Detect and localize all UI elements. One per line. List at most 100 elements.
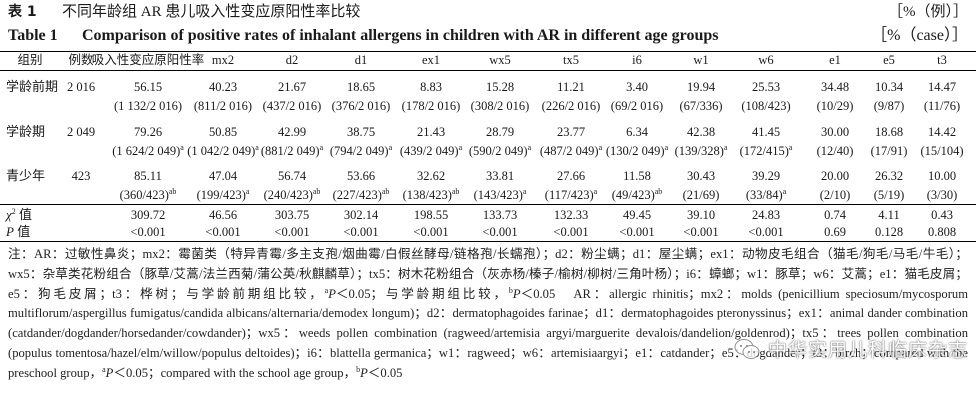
count-text: (226/2 016) — [541, 99, 601, 113]
chi-square-label: χ2 值 — [6, 205, 32, 225]
chi-suffix: 值 — [15, 207, 32, 222]
cell-rate-ex1: 8.83 — [420, 80, 442, 94]
cell-rate-e5: 18.68 — [874, 125, 904, 139]
count-text: (138/423) — [402, 188, 452, 202]
header-overall: 吸入性变应原阳性率 — [91, 53, 205, 67]
count-text: (227/423) — [332, 188, 382, 202]
cell-rate-w1: 30.43 — [686, 169, 716, 183]
table-footnote: 注：AR：过敏性鼻炎；mx2：霉菌类（特异青霉/多主支孢/烟曲霉/白假丝酵母/链… — [8, 245, 968, 384]
caption-cn: 表 1 不同年龄组 AR 患儿吸入性变应原阳性率比较 ［%（例）］ — [8, 2, 968, 22]
cell-rate-tx5: 27.66 — [556, 169, 586, 183]
count-text: (15/104) — [920, 144, 964, 158]
significance-mark: ab — [381, 187, 390, 196]
significance-mark: a — [522, 187, 527, 196]
note-part-4: ＜0.05；compared with the school age group… — [113, 365, 357, 380]
cell-count-w1: (67/336) — [679, 96, 722, 116]
cell-count-i6: (130/2 049)a — [606, 141, 668, 161]
count-text: (67/336) — [679, 99, 723, 113]
count-text: (1 132/2 016) — [113, 99, 183, 113]
cell-rate-w6: 39.29 — [751, 169, 781, 183]
row-group-label: 学龄前期 — [6, 79, 59, 94]
cell-count-w1: (139/328)a — [675, 141, 728, 161]
cell-count-i6: (49/423)ab — [612, 185, 663, 205]
table-rule — [0, 51, 976, 52]
chi-symbol: χ — [6, 207, 12, 222]
significance-mark: a — [593, 187, 598, 196]
cell-p-t3: 0.808 — [927, 225, 957, 239]
count-text: (11/76) — [923, 99, 961, 113]
cell-case-count: 2 049 — [66, 125, 96, 139]
count-text: (5/19) — [873, 188, 905, 202]
note-p4: P — [360, 365, 368, 380]
count-text: (17/91) — [870, 144, 908, 158]
significance-mark: a — [255, 143, 259, 152]
cell-rate-d2: 56.74 — [277, 169, 307, 183]
cell-rate-overall: 79.26 — [133, 125, 163, 139]
cell-count-e5: (17/91) — [871, 141, 908, 161]
cell-rate-t3: 14.47 — [927, 80, 957, 94]
cell-count-w6: (33/84)a — [746, 185, 786, 205]
cell-rate-overall: 56.15 — [133, 80, 163, 94]
cell-p-e1: 0.69 — [824, 225, 846, 239]
significance-mark: a — [319, 143, 324, 152]
unit-label-en: ［%（case）］ — [871, 27, 968, 44]
cell-count-e1: (2/10) — [820, 185, 851, 205]
cell-count-e1: (12/40) — [817, 141, 854, 161]
cell-count-ex1: (439/2 049)a — [400, 141, 462, 161]
count-text: (143/423) — [473, 188, 523, 202]
cell-p-wx5: <0.001 — [482, 225, 518, 239]
data-table: 组别 例数 吸入性变应原阳性率 mx2 d2 d1 ex1 wx5 tx5 i6 w1 w6 e1 e5 t… — [0, 51, 976, 242]
header-mx2: mx2 — [211, 53, 235, 67]
table-rule — [0, 241, 976, 242]
header-i6: i6 — [632, 53, 642, 67]
note-sup-b2: b — [356, 364, 361, 374]
significance-mark: a — [788, 143, 793, 152]
cell-rate-wx5: 15.28 — [485, 80, 515, 94]
count-text: (881/2 049) — [260, 144, 320, 158]
note-p1: P — [328, 286, 336, 301]
note-part-5: ＜0.05 — [367, 365, 403, 380]
significance-mark: ab — [168, 187, 177, 196]
cell-p-mx2: <0.001 — [205, 225, 241, 239]
note-part-3: ＜0.05 AR：allergic rhinitis；mx2：molds (pe… — [8, 286, 968, 380]
count-text: (139/328) — [674, 144, 724, 158]
cell-rate-ex1: 21.43 — [416, 125, 446, 139]
cell-count-ex1: (138/423)ab — [403, 185, 460, 205]
cell-count-w1: (21/69) — [683, 185, 720, 205]
note-p2: P — [512, 286, 521, 301]
count-text: (439/2 049) — [399, 144, 459, 158]
cell-count-wx5: (590/2 049)a — [469, 141, 531, 161]
cell-count-d1: (376/2 016) — [332, 96, 391, 116]
cell-p-w1: <0.001 — [683, 225, 719, 239]
count-text: (794/2 049) — [329, 144, 389, 158]
cell-count-e5: (5/19) — [874, 185, 905, 205]
header-group: 组别 — [17, 53, 43, 67]
cell-count-i6: (69/2 016) — [611, 96, 663, 116]
note-sup-a2: a — [102, 364, 106, 374]
unit-label-cn: ［%（例）］ — [888, 4, 968, 20]
cell-rate-mx2: 40.23 — [208, 80, 238, 94]
cell-p-d2: <0.001 — [274, 225, 310, 239]
significance-mark: ab — [451, 187, 460, 196]
count-text: (3/30) — [926, 188, 958, 202]
watermark: 中华实用儿科临床杂志 — [734, 335, 968, 362]
cell-count-t3: (3/30) — [927, 185, 958, 205]
cell-p-d1: <0.001 — [343, 225, 379, 239]
count-text: (33/84) — [745, 188, 783, 202]
cell-rate-w1: 42.38 — [686, 125, 716, 139]
significance-mark: a — [782, 187, 787, 196]
p-suffix: 值 — [13, 224, 31, 239]
cell-p-ex1: <0.001 — [413, 225, 449, 239]
cell-p-tx5: <0.001 — [553, 225, 589, 239]
cell-rate-ex1: 32.62 — [416, 169, 446, 183]
cell-count-d2: (240/423)ab — [264, 185, 321, 205]
count-text: (9/87) — [873, 99, 905, 113]
table-rule — [0, 70, 976, 71]
chi-superscript: 2 — [11, 207, 16, 216]
cell-rate-d1: 38.75 — [346, 125, 376, 139]
cell-rate-w6: 25.53 — [751, 80, 781, 94]
header-w1: w1 — [693, 53, 709, 67]
table-number-en: Table 1 — [8, 27, 58, 44]
cell-rate-overall: 85.11 — [134, 169, 162, 183]
header-d1: d1 — [354, 53, 368, 67]
